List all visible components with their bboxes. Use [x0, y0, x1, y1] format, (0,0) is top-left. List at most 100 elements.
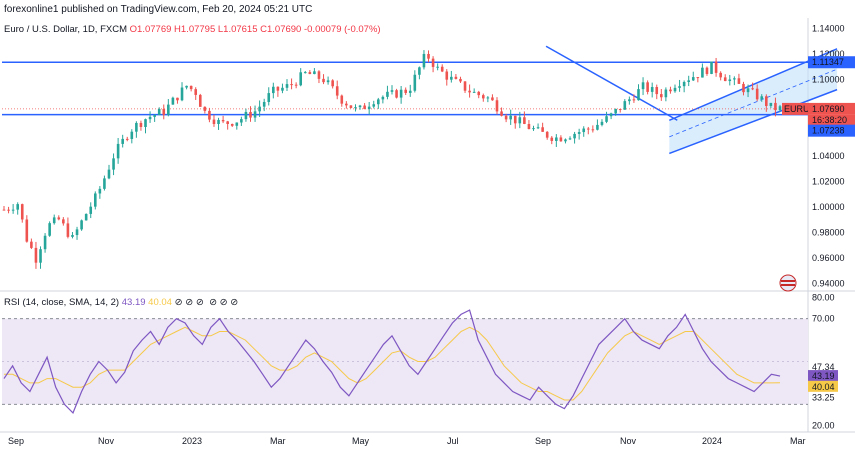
candle-body: [459, 78, 462, 82]
last-price-tag: [808, 102, 855, 115]
candle-body: [71, 235, 74, 237]
candle-body: [167, 104, 170, 115]
publisher-line: forexonline1 published on TradingView.co…: [4, 4, 313, 15]
candle-body: [596, 124, 599, 130]
candle-body: [281, 87, 284, 91]
candle-body: [418, 67, 421, 75]
candle-body: [80, 220, 83, 230]
candle-body: [267, 93, 271, 102]
rsi-line: [3, 309, 781, 414]
countdown-tag-text: 16:38:20: [812, 115, 847, 125]
candle-body: [577, 132, 581, 134]
candle-body: [682, 82, 686, 87]
candle-body: [240, 119, 243, 123]
candle-body: [153, 115, 156, 117]
candle-body: [468, 90, 471, 93]
candle-body: [691, 77, 695, 81]
time-axis-label: 2024: [702, 436, 722, 446]
candle-body: [701, 67, 704, 78]
hidden-eye-icon[interactable]: ⊘: [185, 297, 194, 308]
rsi-axis-label: 70.00: [812, 314, 835, 324]
candle-body: [326, 80, 330, 83]
candle-body: [454, 76, 458, 79]
candle-body: [317, 71, 321, 79]
time-axis-label: Sep: [8, 436, 24, 446]
candle-body: [573, 133, 576, 139]
symbol-tag-text: EURUSD: [784, 104, 823, 114]
candle-body: [230, 123, 234, 126]
candle-body: [673, 87, 677, 92]
candle-body: [650, 87, 654, 92]
candle-body: [354, 107, 357, 109]
candle-body: [276, 86, 280, 91]
candle-body: [313, 71, 316, 75]
candle-body: [208, 110, 211, 120]
candle-body: [450, 76, 453, 80]
candle-body: [655, 87, 659, 95]
symbol-title[interactable]: Euro / U.S. Dollar, 1D, FXCM: [4, 24, 128, 35]
candle-body: [696, 77, 700, 79]
candle-body: [212, 119, 216, 125]
price-axis-label: 1.04000: [812, 151, 845, 161]
candle-body: [564, 139, 567, 142]
ascending-channel-fill: [669, 48, 838, 154]
ohlc-open: O1.07769: [129, 24, 172, 35]
hidden-eye-icon[interactable]: ⊘: [195, 297, 204, 308]
time-axis-label: 2023: [182, 436, 202, 446]
candle-body: [509, 115, 512, 120]
candle-body: [130, 131, 134, 139]
channel-lower-line: [669, 88, 838, 155]
hidden-eye-icon[interactable]: ⊘: [219, 297, 228, 308]
rsi-info-bar: RSI (14, close, SMA, 14, 2) 43.19 40.04 …: [4, 297, 238, 308]
rsi-value-tag-text: 43.19: [812, 371, 835, 381]
rsi-title[interactable]: RSI (14, close, SMA, 14, 2): [4, 297, 120, 308]
candle-body: [39, 249, 42, 263]
candle-body: [162, 108, 166, 115]
candle-body: [664, 89, 668, 98]
price-axis-label: 0.96000: [812, 253, 845, 263]
hidden-eye-icon[interactable]: ⊘: [174, 297, 183, 308]
candle-body: [290, 84, 293, 86]
candle-body: [710, 61, 713, 74]
candle-body: [262, 101, 266, 107]
candle-body: [30, 241, 33, 248]
candle-body: [614, 108, 617, 114]
candle-body: [112, 158, 115, 170]
lower-level-tag: [808, 124, 855, 137]
candle-body: [705, 67, 709, 74]
candle-body: [308, 72, 312, 75]
candle-body: [226, 121, 229, 124]
candle-body: [486, 97, 490, 99]
candle-body: [381, 96, 385, 100]
candle-body: [463, 81, 467, 91]
candle-body: [285, 84, 289, 88]
downtrend-line: [545, 45, 678, 121]
candle-body: [363, 105, 366, 110]
candle-body: [11, 209, 15, 211]
candle-body: [714, 61, 718, 73]
candle-body: [244, 111, 248, 120]
countdown-tag: [808, 114, 855, 126]
time-axis-label: Mar: [270, 436, 286, 446]
candle-body: [75, 229, 79, 236]
hidden-eye-icon[interactable]: ⊘: [209, 297, 218, 308]
candle-body: [121, 138, 124, 144]
candle-body: [536, 127, 540, 129]
candle-body: [93, 193, 97, 207]
hidden-eye-icon[interactable]: ⊘: [230, 297, 239, 308]
candle-body: [62, 219, 65, 224]
candle-body: [755, 88, 759, 100]
candle-body: [504, 115, 508, 120]
price-axis-label: 1.02000: [812, 177, 845, 187]
rsi-axis-label: 20.00: [812, 421, 835, 431]
candle-body: [431, 58, 435, 67]
candle-body: [678, 86, 681, 88]
candle-body: [605, 116, 608, 122]
rsi-lower-tag-text: 33.25: [812, 392, 835, 402]
price-axis-label: 1.10000: [812, 74, 845, 84]
candle-body: [34, 247, 38, 263]
candle-body: [500, 111, 503, 116]
candle-body: [591, 129, 595, 131]
candle-body: [20, 204, 24, 220]
